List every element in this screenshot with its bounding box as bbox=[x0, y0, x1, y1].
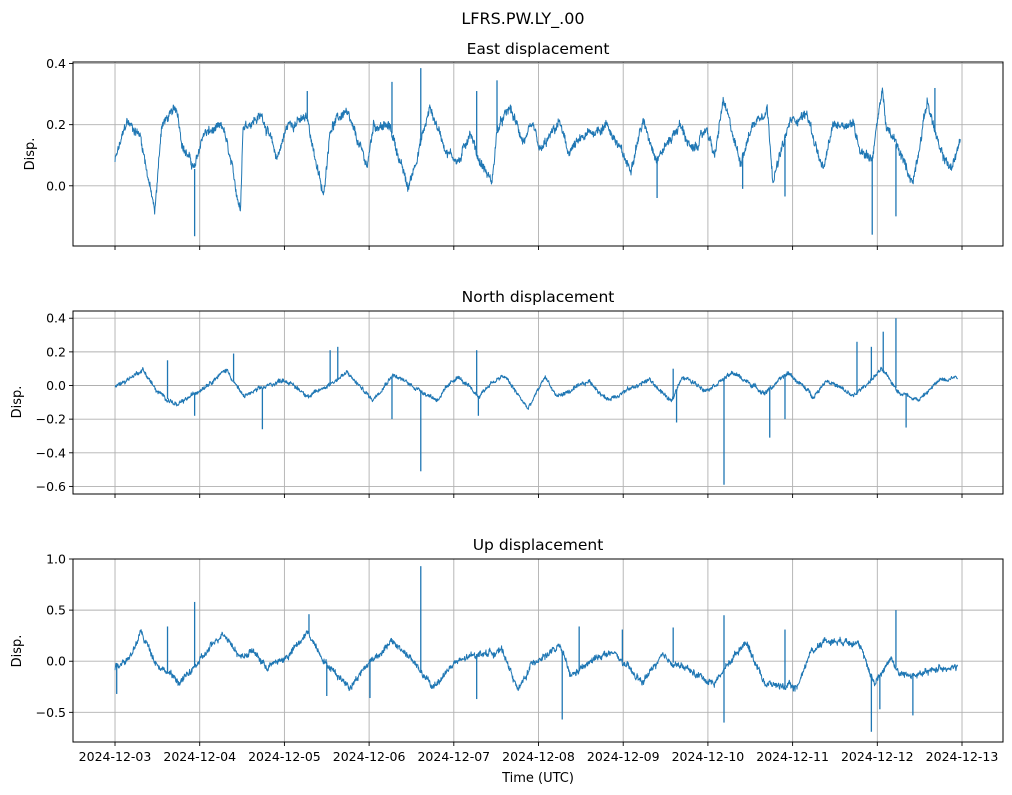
axes-frame bbox=[72, 558, 1004, 743]
series-line-east bbox=[114, 87, 961, 215]
figure-title: LFRS.PW.LY_.00 bbox=[461, 9, 584, 29]
north-panel: North displacement Disp. −0.6 −0.4 −0.2 0.0… bbox=[10, 288, 1004, 498]
y-axis-label: Disp. bbox=[10, 635, 25, 668]
y-tick-label: 0.5 bbox=[46, 603, 66, 618]
series-line-up bbox=[114, 629, 959, 692]
y-tick-label: 0.2 bbox=[46, 344, 66, 359]
x-tick-label: 2024-12-12 bbox=[841, 749, 914, 764]
series-line-north bbox=[114, 366, 959, 410]
y-axis-label: Disp. bbox=[10, 386, 25, 419]
y-tick-label: −0.6 bbox=[36, 479, 66, 494]
y-tick-label: 0.0 bbox=[46, 378, 66, 393]
x-tick-label: 2024-12-11 bbox=[756, 749, 829, 764]
axes-frame bbox=[72, 61, 1004, 247]
panel-title: East displacement bbox=[467, 40, 610, 58]
y-tick-label: 0.0 bbox=[46, 654, 66, 669]
axes-frame bbox=[72, 310, 1004, 495]
y-tick-label: 0.2 bbox=[46, 117, 66, 132]
y-tick-label: 1.0 bbox=[46, 552, 66, 567]
grid bbox=[73, 311, 1003, 494]
x-tick-label: 2024-12-10 bbox=[672, 749, 745, 764]
x-tick-label: 2024-12-03 bbox=[79, 749, 152, 764]
y-tick-label: 0.4 bbox=[46, 56, 66, 71]
y-axis-label: Disp. bbox=[23, 138, 38, 171]
panel-title: North displacement bbox=[462, 288, 615, 306]
y-tick-label: −0.2 bbox=[36, 412, 66, 427]
x-axis-label: Time (UTC) bbox=[501, 771, 574, 786]
y-tick-label: 0.0 bbox=[46, 178, 66, 193]
y-tick-label: 0.4 bbox=[46, 311, 66, 326]
x-tick-label: 2024-12-04 bbox=[163, 749, 236, 764]
y-tick-label: −0.4 bbox=[36, 445, 66, 460]
panel-title: Up displacement bbox=[473, 536, 604, 554]
x-tick-label: 2024-12-07 bbox=[417, 749, 490, 764]
x-tick-label: 2024-12-08 bbox=[502, 749, 575, 764]
up-panel: Up displacement Disp. −0.5 0.0 0.5 1.0 2024-… bbox=[10, 536, 1004, 764]
x-tick-label: 2024-12-06 bbox=[333, 749, 406, 764]
x-tick-label: 2024-12-13 bbox=[926, 749, 999, 764]
east-panel: East displacement Disp. 0.0 0.2 0.4 bbox=[23, 40, 1004, 250]
x-tick-label: 2024-12-05 bbox=[248, 749, 321, 764]
x-tick-label: 2024-12-09 bbox=[587, 749, 660, 764]
y-tick-label: −0.5 bbox=[36, 705, 66, 720]
